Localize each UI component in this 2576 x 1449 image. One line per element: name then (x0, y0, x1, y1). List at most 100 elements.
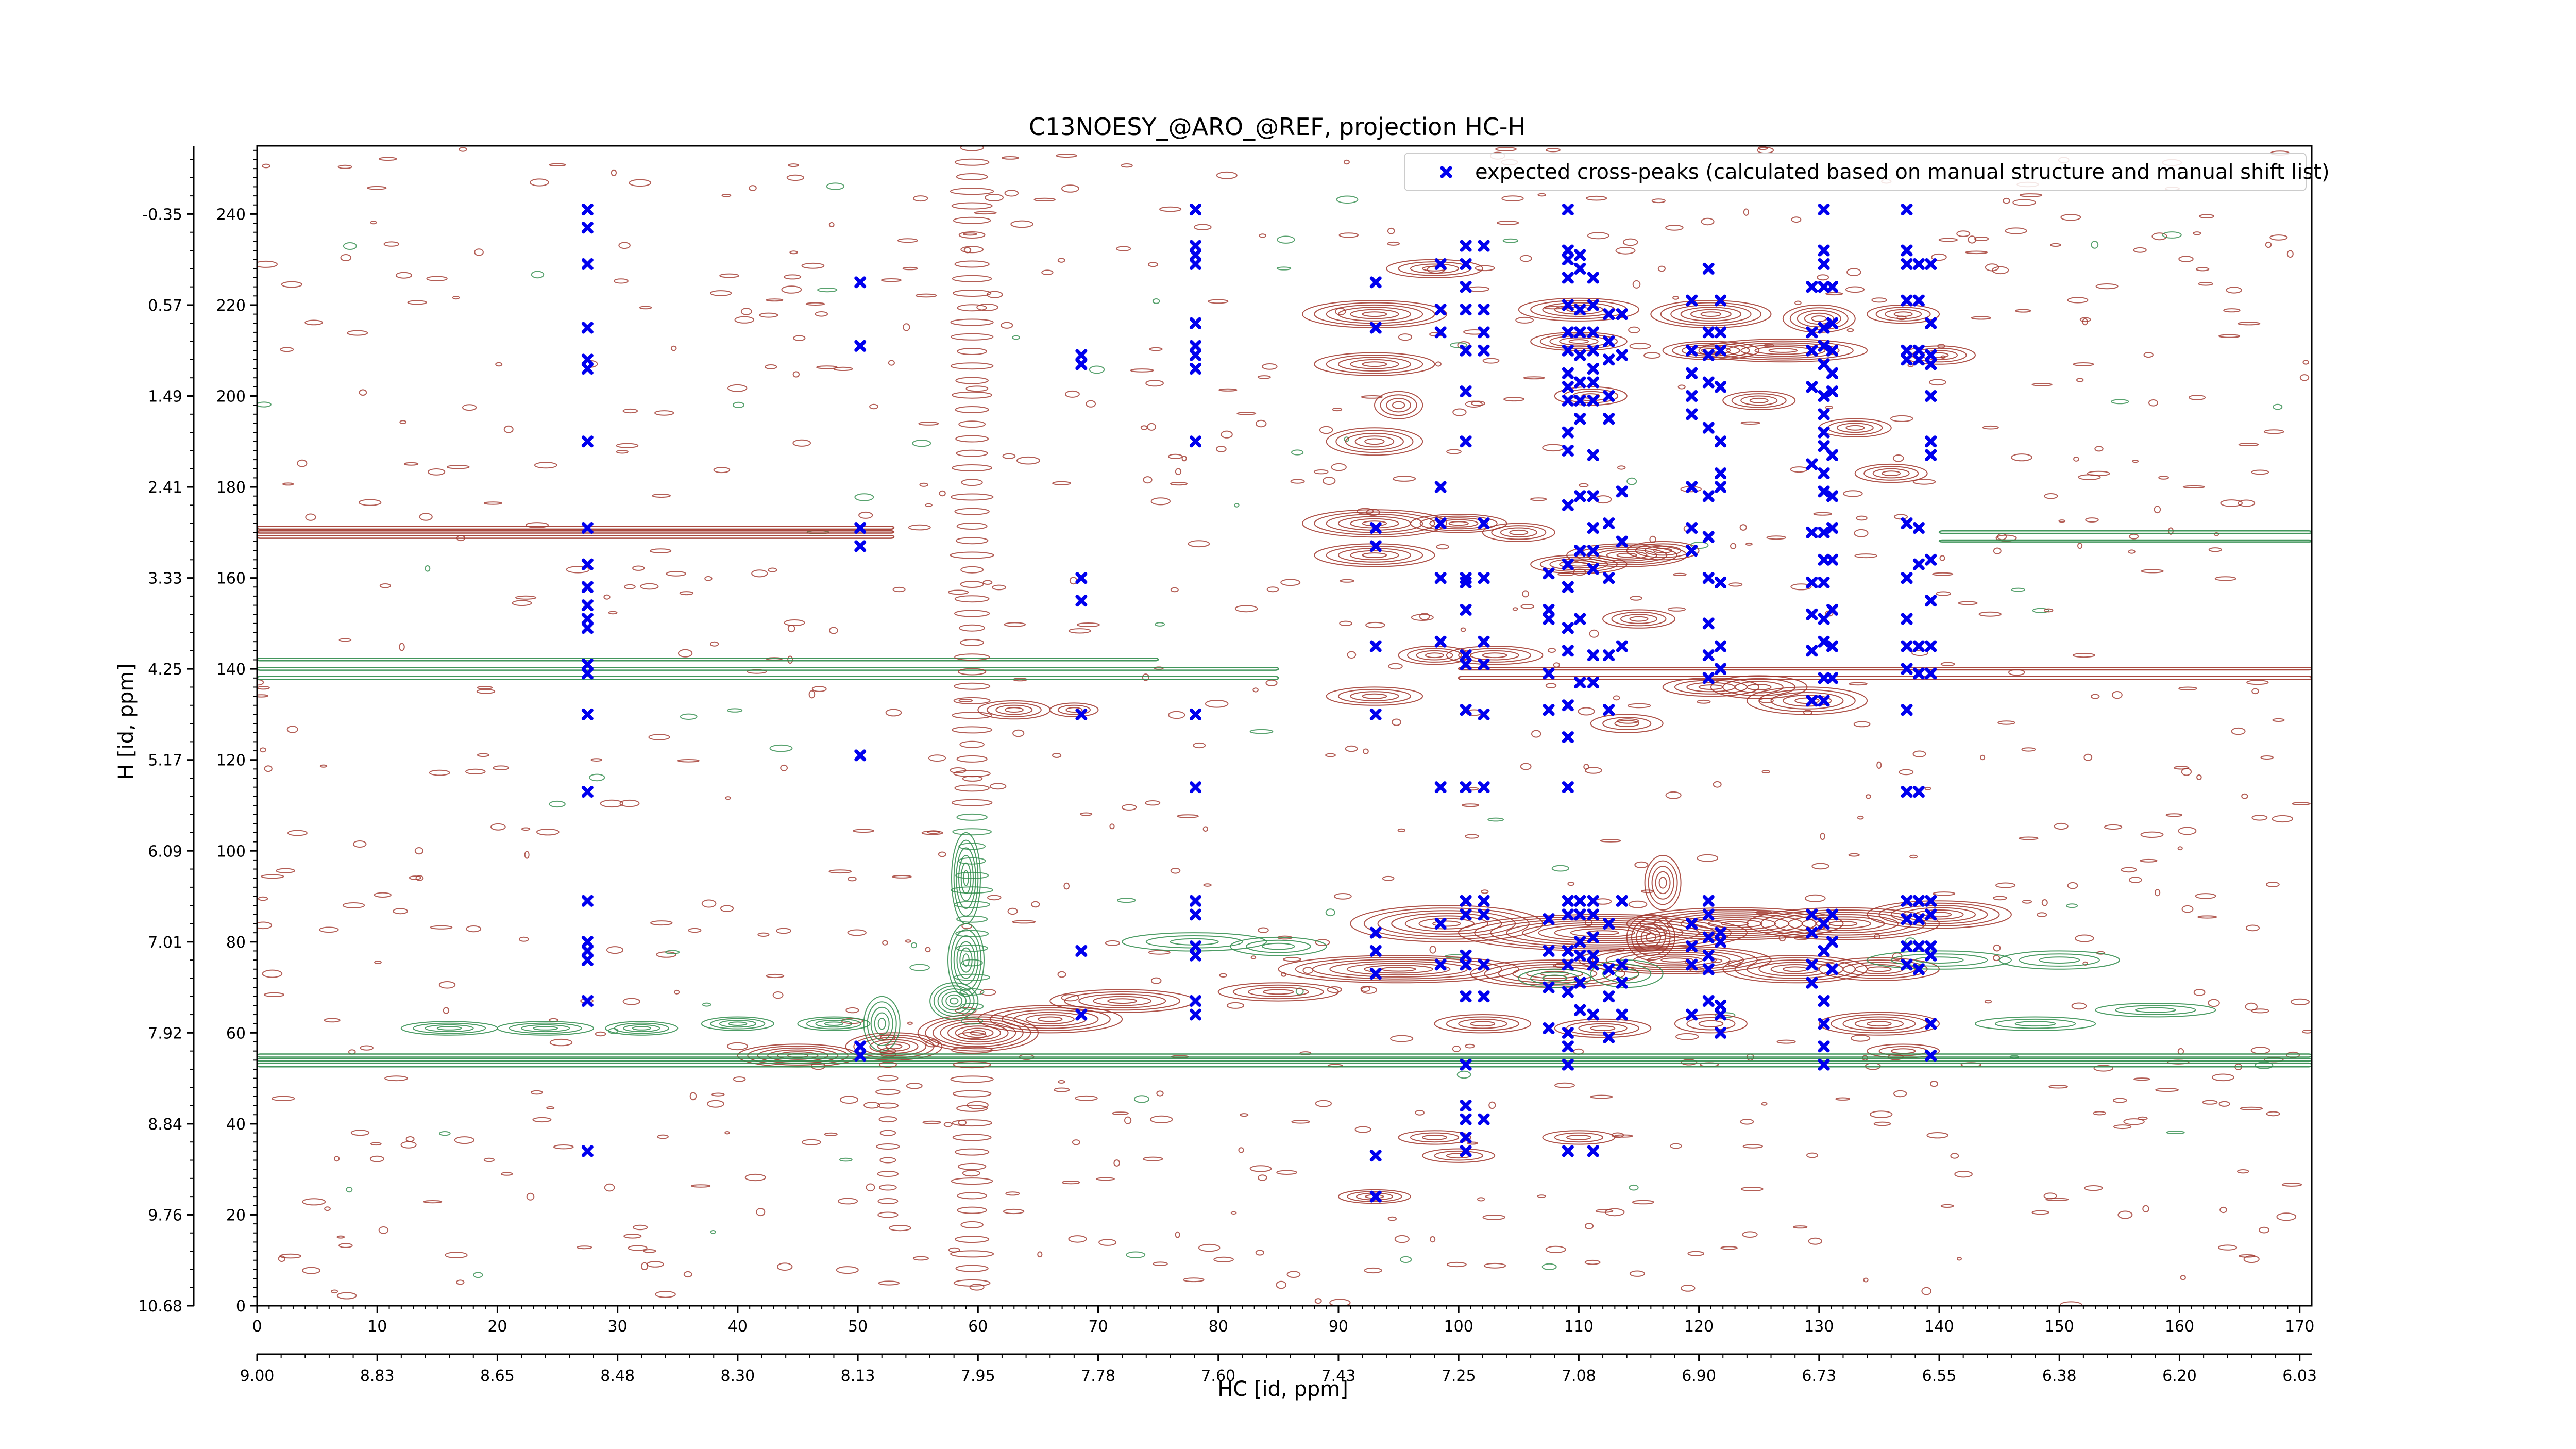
noise-contour (643, 1249, 656, 1253)
noise-contour (1933, 891, 1956, 896)
noise-contour (1502, 238, 1519, 243)
noise-contour (1808, 1237, 1822, 1245)
noise-contour (2180, 1275, 2186, 1280)
expected-peak-marker (1460, 281, 1472, 293)
noise-contour (805, 302, 825, 306)
noise-contour (2276, 1212, 2297, 1221)
expected-peak-marker (1806, 608, 1818, 620)
expected-peak-marker (1075, 945, 1088, 957)
noise-contour (264, 765, 273, 772)
noise-contour (1226, 1002, 1244, 1009)
expected-peak-marker (1616, 958, 1628, 971)
contour-level (2115, 1005, 2196, 1015)
noise-contour (1531, 730, 1541, 738)
noise-contour (1865, 794, 1871, 799)
noise-contour (2084, 1185, 2103, 1191)
expected-peak-marker (1818, 281, 1830, 293)
contour-level (947, 923, 985, 997)
expected-peak-marker (854, 540, 867, 552)
y-ppm-tick-label: 7.01 (148, 934, 182, 952)
ridge-contour (955, 1265, 989, 1272)
noise-contour (1419, 613, 1430, 620)
noise-contour (1213, 1256, 1234, 1262)
contour-level (1828, 921, 1858, 926)
ridge-contour (950, 493, 994, 501)
contour-level (1626, 907, 1844, 940)
noise-contour (399, 420, 407, 424)
noise-contour (1651, 198, 1666, 204)
contour-level (747, 1046, 849, 1066)
noise-contour (1673, 572, 1687, 577)
contour-level (1998, 950, 2120, 970)
noise-contour (1052, 753, 1062, 758)
noise-contour (1465, 1043, 1475, 1049)
expected-peak-marker (1562, 986, 1574, 998)
expected-peak-marker (1715, 1026, 1727, 1039)
expected-peak-marker (1826, 522, 1838, 534)
expected-peak-marker (1901, 786, 1913, 798)
noise-contour (1063, 882, 1070, 890)
noise-contour (784, 274, 802, 280)
noise-contour (2167, 1059, 2190, 1065)
y-ppm-tick-label: 6.09 (148, 843, 182, 861)
noise-contour (1587, 232, 1609, 240)
noise-contour (902, 266, 918, 271)
noise-contour (1208, 299, 1229, 304)
noise-contour (1627, 703, 1651, 709)
noise-contour (331, 1289, 338, 1294)
x-tick-label: 130 (1804, 1318, 1834, 1336)
legend-marker (1440, 166, 1452, 178)
noise-contour (260, 747, 266, 753)
expected-peak-marker (1818, 672, 1830, 684)
noise-contour (1240, 1113, 1249, 1117)
noise-contour (980, 989, 996, 996)
noise-contour (2031, 383, 2053, 386)
noise-contour (839, 1096, 859, 1104)
contour-level (1602, 964, 1652, 984)
noise-contour (1849, 682, 1868, 686)
ridge-contour (879, 1157, 896, 1164)
noise-contour (928, 754, 946, 762)
noise-contour (428, 468, 446, 476)
x-ppm-tick-label: 9.00 (240, 1367, 275, 1385)
noise-contour (889, 1225, 911, 1232)
ridge-contour (960, 581, 984, 588)
noise-contour (1338, 232, 1359, 238)
noise-contour (2111, 399, 2129, 405)
noise-contour (912, 440, 931, 447)
contour-level (710, 1018, 766, 1030)
expected-peak-marker (581, 558, 594, 570)
expected-peak-marker (1562, 499, 1574, 511)
noise-contour (2302, 360, 2310, 365)
noise-contour (336, 1292, 357, 1300)
noise-contour (2151, 232, 2167, 241)
noise-contour (2076, 378, 2084, 382)
noise-contour (438, 981, 456, 989)
contour-level (777, 1051, 819, 1060)
noise-contour (604, 1183, 615, 1192)
noise-contour (897, 238, 918, 243)
expected-peak-marker (1460, 704, 1472, 716)
expected-peak-marker (854, 276, 867, 289)
noise-contour (732, 401, 744, 409)
expected-peak-marker (1189, 363, 1201, 375)
noise-contour (1503, 397, 1525, 402)
contour-level (1854, 463, 1928, 483)
noise-contour (833, 366, 853, 372)
contour-level (989, 1007, 1111, 1032)
expected-peak-marker (1702, 963, 1715, 975)
ridge-contour (954, 1148, 990, 1156)
expected-peak-marker (1574, 326, 1586, 339)
noise-contour (962, 1170, 980, 1177)
expected-peak-marker (581, 895, 594, 907)
expected-peak-marker (1369, 945, 1382, 957)
noise-contour (383, 241, 400, 247)
noise-contour (1175, 1231, 1180, 1238)
x-ppm-tick-label: 7.60 (1201, 1367, 1235, 1385)
contour-level (1049, 702, 1099, 717)
noise-contour (1068, 628, 1091, 634)
noise-contour (2193, 231, 2201, 235)
noise-contour (347, 330, 368, 336)
noise-contour (1392, 718, 1401, 726)
noise-contour (781, 285, 802, 294)
